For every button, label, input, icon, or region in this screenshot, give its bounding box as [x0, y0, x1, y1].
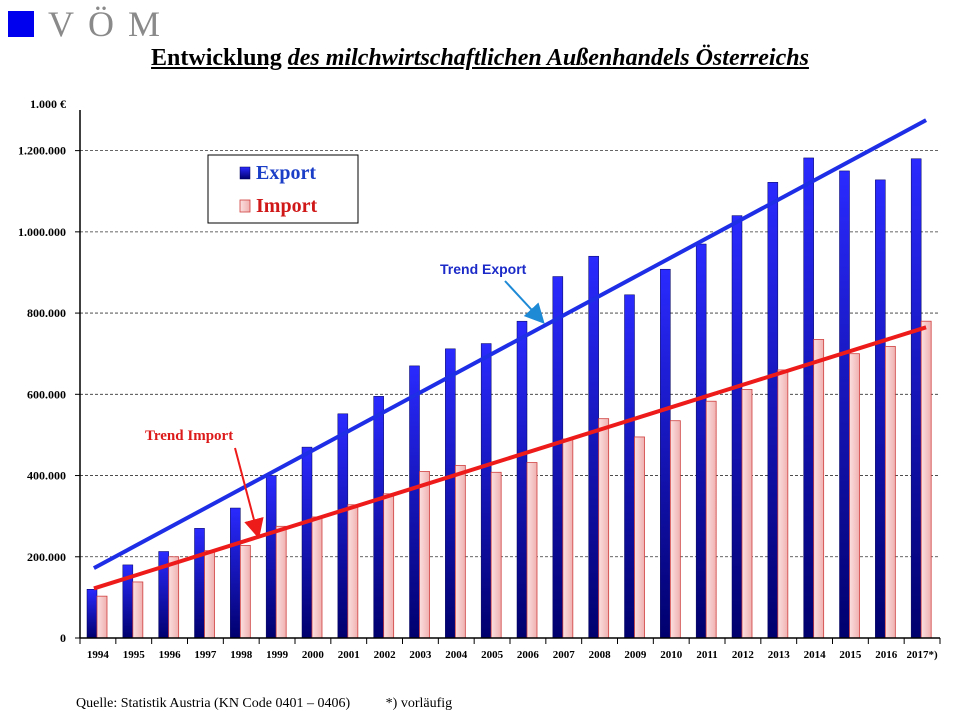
bar-export	[660, 268, 671, 639]
x-tick-label: 2014	[804, 649, 827, 661]
bar-import	[204, 550, 215, 639]
bar-import	[562, 438, 574, 639]
logo-square-icon	[8, 11, 34, 37]
bar-import	[490, 471, 502, 639]
bar-export	[409, 365, 420, 639]
x-tick-label: 2017*)	[906, 649, 938, 661]
y-tick-label: 0	[60, 631, 66, 645]
bar-export	[731, 215, 743, 639]
x-tick-label: 2013	[768, 649, 791, 661]
bar-import	[419, 471, 430, 639]
legend-label-export: Export	[256, 162, 316, 184]
y-tick-label: 1.200.000	[18, 144, 66, 158]
x-tick-label: 2001	[338, 649, 360, 661]
legend-swatch-import	[239, 199, 251, 213]
bar-import	[849, 353, 860, 639]
x-tick-label: 2008	[589, 649, 612, 661]
bar-export	[445, 348, 456, 639]
title-bold: Entwicklung	[151, 45, 282, 71]
bar-export	[230, 507, 241, 639]
bar-import	[383, 493, 395, 639]
trend-line-export	[92, 118, 928, 570]
x-tick-label: 2009	[624, 649, 647, 661]
bar-export	[803, 157, 814, 639]
x-tick-label: 2016	[875, 649, 898, 661]
x-tick-label: 2011	[696, 649, 717, 661]
bar-export	[552, 276, 564, 639]
bar-import	[311, 516, 323, 639]
trend-export-arrow	[504, 280, 545, 324]
x-tick-label: 1999	[266, 649, 289, 661]
bar-import	[634, 436, 645, 639]
x-tick-label: 2010	[660, 649, 683, 661]
bar-import	[920, 320, 932, 639]
x-tick-label: 2007	[553, 649, 576, 661]
bar-export	[265, 475, 277, 639]
bar-import	[669, 420, 681, 639]
voem-logo: VÖM	[8, 4, 175, 44]
source-text: Quelle: Statistik Austria (KN Code 0401 …	[76, 696, 351, 711]
bar-import	[275, 525, 287, 639]
bar-export	[624, 294, 635, 639]
title-italic: des milchwirtschaftlichen Außenhandels Ö…	[287, 45, 809, 71]
legend-box	[207, 154, 359, 224]
x-tick-label: 2015	[839, 649, 862, 661]
bar-import	[239, 544, 251, 639]
bar-import	[526, 462, 538, 639]
trend-export-label: Trend Export	[440, 261, 527, 277]
bar-import	[777, 369, 789, 639]
footnote-text: *) vorläufig	[385, 696, 453, 711]
y-tick-label: 200.000	[27, 550, 66, 564]
legend-label-import: Import	[256, 195, 317, 217]
x-tick-label: 2003	[409, 649, 432, 661]
y-unit-label: 1.000 €	[30, 97, 66, 111]
bar-import	[168, 556, 180, 639]
x-tick-label: 1996	[159, 649, 182, 661]
x-tick-label: 1998	[230, 649, 253, 661]
x-tick-label: 2004	[445, 649, 468, 661]
bar-import	[884, 345, 896, 639]
y-tick-label: 400.000	[27, 469, 66, 483]
bar-import	[741, 389, 753, 639]
x-tick-label: 1997	[194, 649, 217, 661]
bar-export	[337, 413, 349, 639]
x-tick-label: 2002	[374, 649, 397, 661]
trend-line-import	[93, 325, 927, 591]
legend-swatch-export	[239, 166, 251, 180]
bar-import	[347, 504, 359, 639]
bar-export	[839, 170, 850, 639]
bar-import	[132, 581, 144, 639]
bar-import	[705, 400, 717, 639]
bar-import	[813, 339, 825, 639]
bar-export	[910, 158, 922, 639]
x-tick-label: 1995	[123, 649, 146, 661]
x-tick-label: 2005	[481, 649, 504, 661]
bar-export	[767, 182, 779, 639]
bar-import	[454, 464, 466, 639]
chart-title: Entwicklung des milchwirtschaftlichen Au…	[0, 45, 960, 72]
bar-import	[598, 418, 610, 639]
y-tick-label: 1.000.000	[18, 225, 66, 239]
bar-export	[588, 255, 599, 639]
x-tick-label: 2012	[732, 649, 755, 661]
bar-export	[480, 343, 492, 639]
bar-export	[301, 446, 313, 639]
bar-export	[695, 243, 707, 639]
logo-text: VÖM	[48, 4, 175, 44]
x-tick-label: 2006	[517, 649, 540, 661]
x-tick-label: 1994	[87, 649, 110, 661]
y-tick-label: 600.000	[27, 387, 66, 401]
bar-import	[96, 595, 108, 639]
bar-export	[875, 179, 886, 639]
trend-import-arrow	[234, 447, 264, 539]
bar-export	[373, 396, 384, 639]
y-tick-label: 800.000	[27, 306, 66, 320]
bar-export	[86, 589, 98, 639]
footer: Quelle: Statistik Austria (KN Code 0401 …	[76, 696, 452, 712]
x-tick-label: 2000	[302, 649, 325, 661]
trend-import-label: Trend Import	[145, 428, 233, 444]
bar-export	[194, 528, 205, 639]
bar-export	[516, 320, 528, 639]
